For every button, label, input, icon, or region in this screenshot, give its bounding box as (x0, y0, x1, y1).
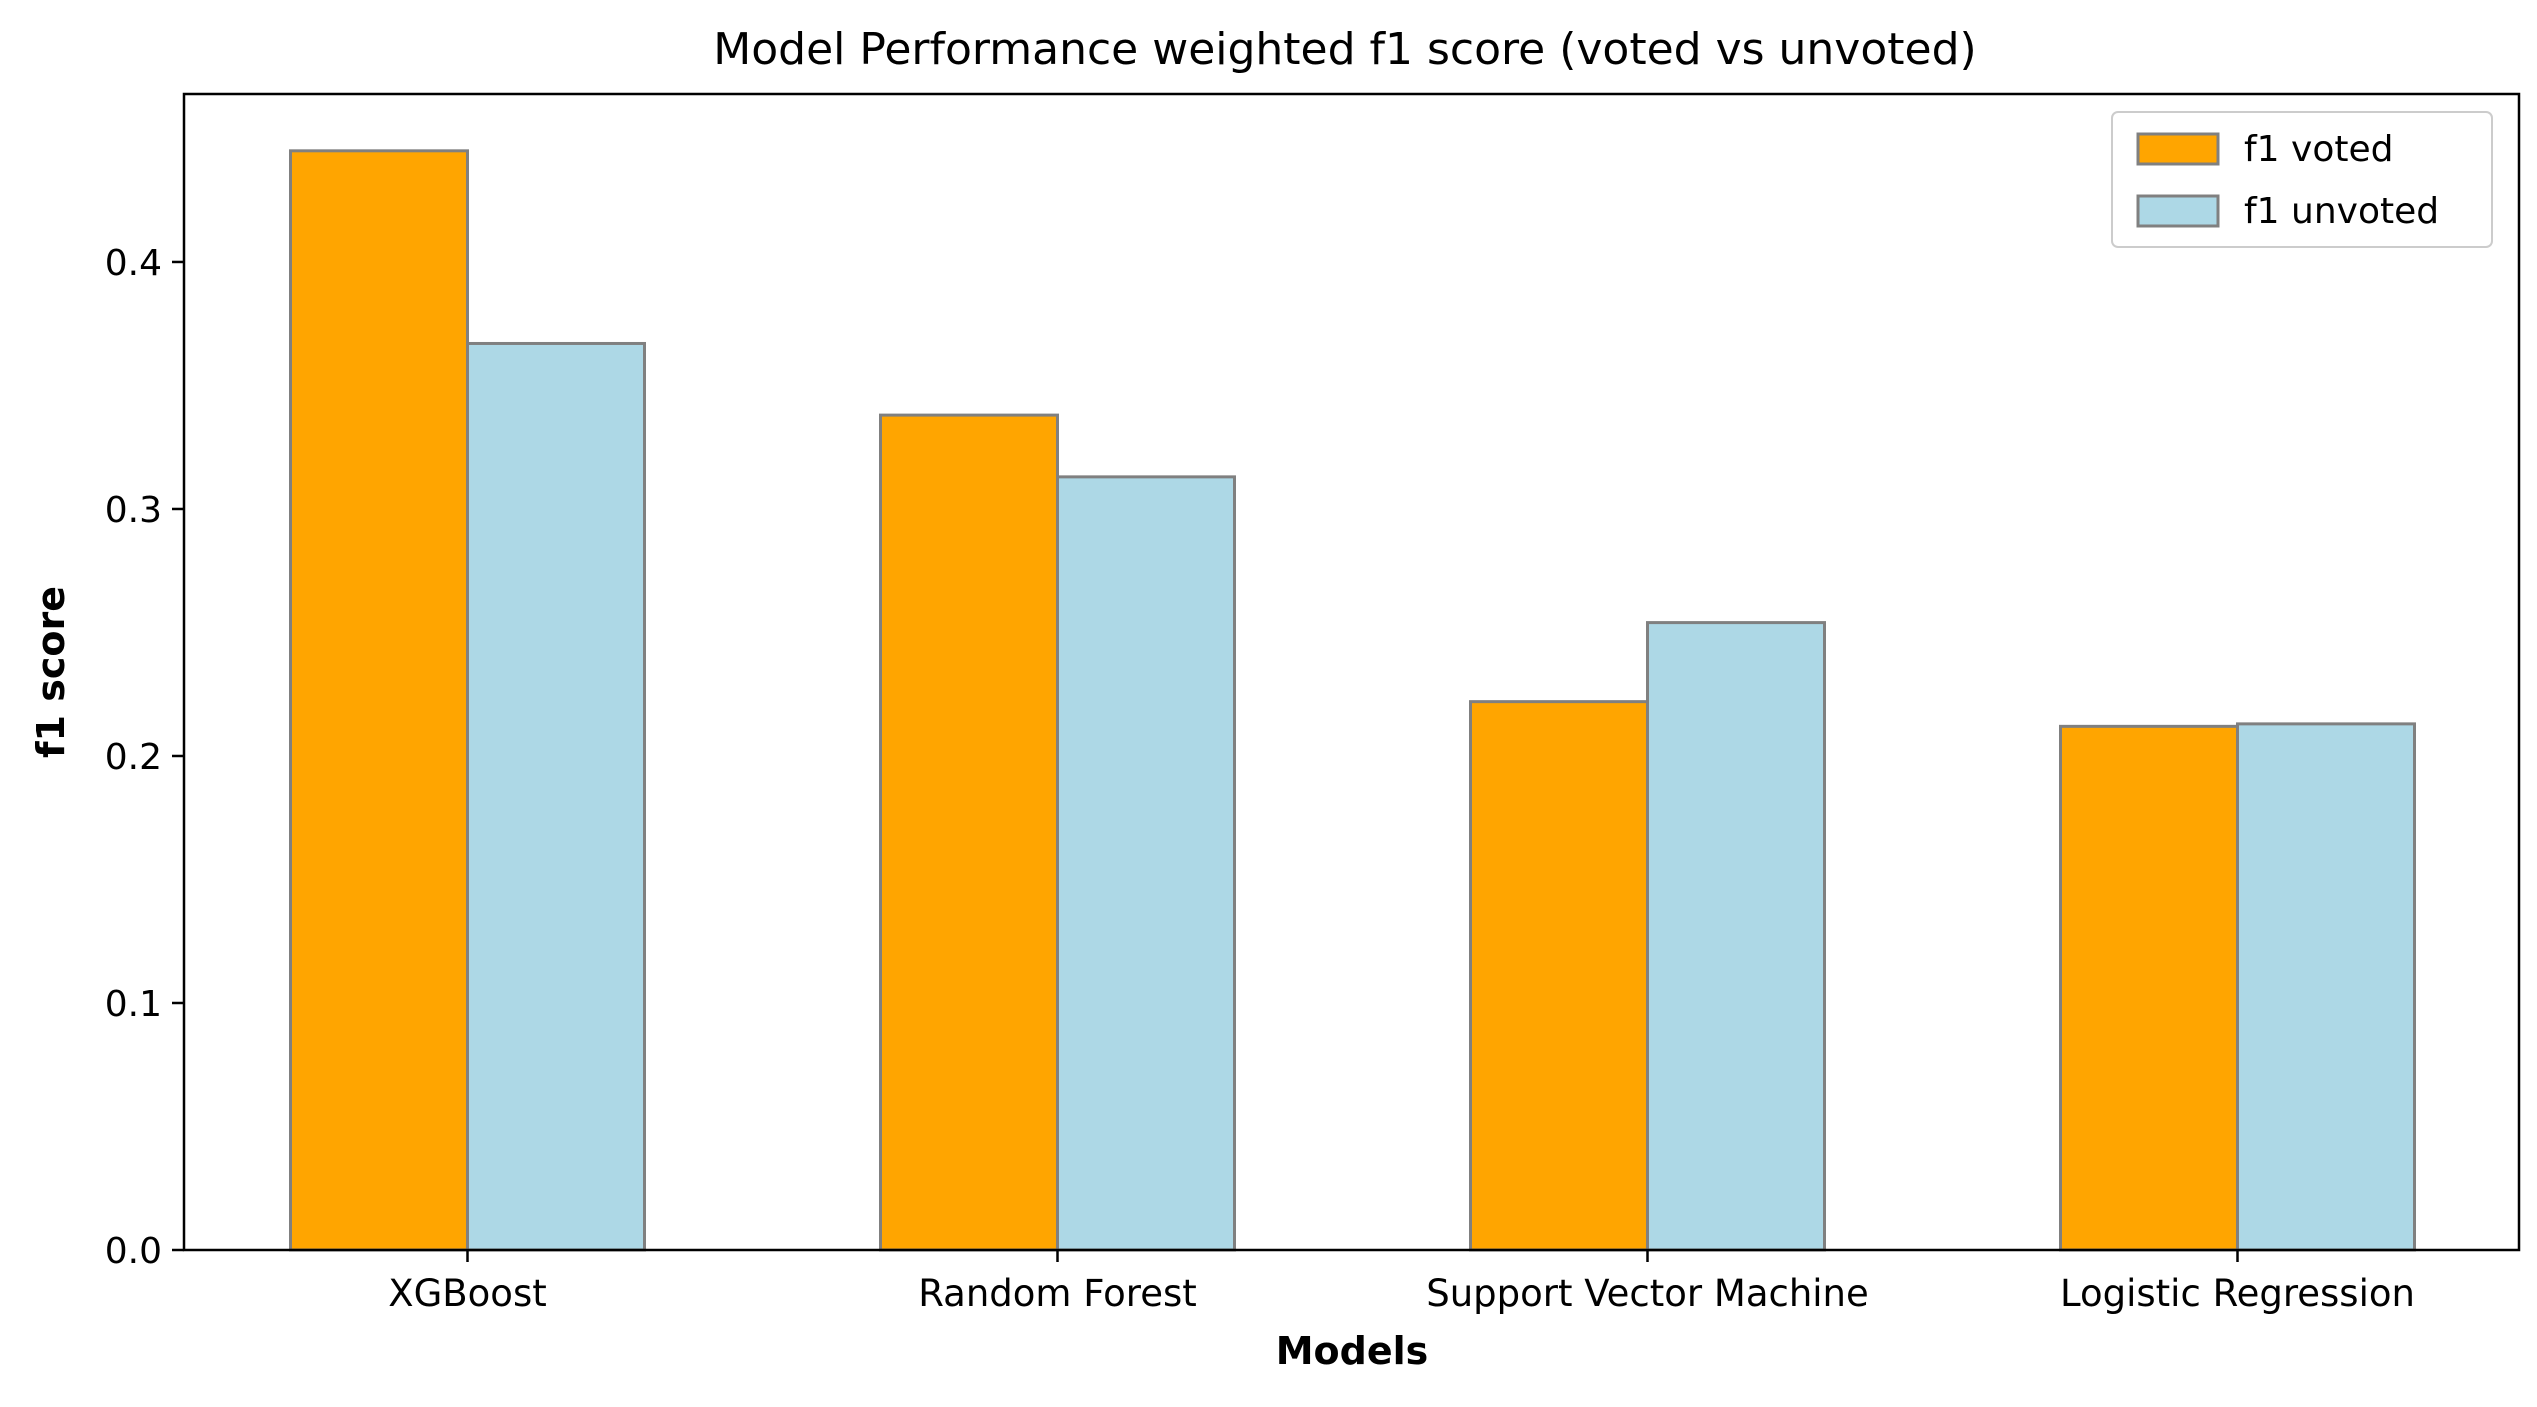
x-tick-label: Support Vector Machine (1426, 1272, 1869, 1315)
bar-voted (289, 149, 469, 1252)
bar-unvoted (2236, 722, 2416, 1252)
y-tick-label: 0.3 (105, 490, 162, 531)
bar-unvoted (1646, 621, 1826, 1252)
y-tick-label: 0.0 (105, 1231, 162, 1272)
bar-voted (879, 413, 1059, 1252)
x-axis-label: Models (1276, 1329, 1429, 1373)
y-axis: 0.0 0.1 0.2 0.3 0.4 (105, 243, 184, 1272)
bar-unvoted (1056, 475, 1236, 1252)
x-axis: XGBoost Random Forest Support Vector Machi… (388, 1250, 2415, 1315)
x-tick-label: XGBoost (388, 1272, 546, 1315)
y-tick-label: 0.4 (105, 243, 162, 284)
legend-swatch-voted (2136, 132, 2220, 166)
axes-frame (182, 92, 2521, 1252)
x-tick-label: Random Forest (918, 1272, 1197, 1315)
bar-unvoted (466, 341, 646, 1252)
legend: f1 voted f1 unvoted (2111, 111, 2493, 248)
legend-label-unvoted: f1 unvoted (2244, 191, 2439, 232)
chart-title: Model Performance weighted f1 score (vot… (713, 24, 1976, 75)
legend-label-voted: f1 voted (2244, 129, 2393, 170)
bar-voted (1469, 700, 1649, 1252)
x-tick-label: Logistic Regression (2060, 1272, 2415, 1315)
legend-swatch-unvoted (2136, 194, 2220, 228)
plot-area (289, 149, 2416, 1252)
bar-voted (2059, 724, 2239, 1252)
y-tick-label: 0.1 (105, 984, 162, 1025)
y-axis-label: f1 score (29, 586, 73, 758)
y-tick-label: 0.2 (105, 737, 162, 778)
